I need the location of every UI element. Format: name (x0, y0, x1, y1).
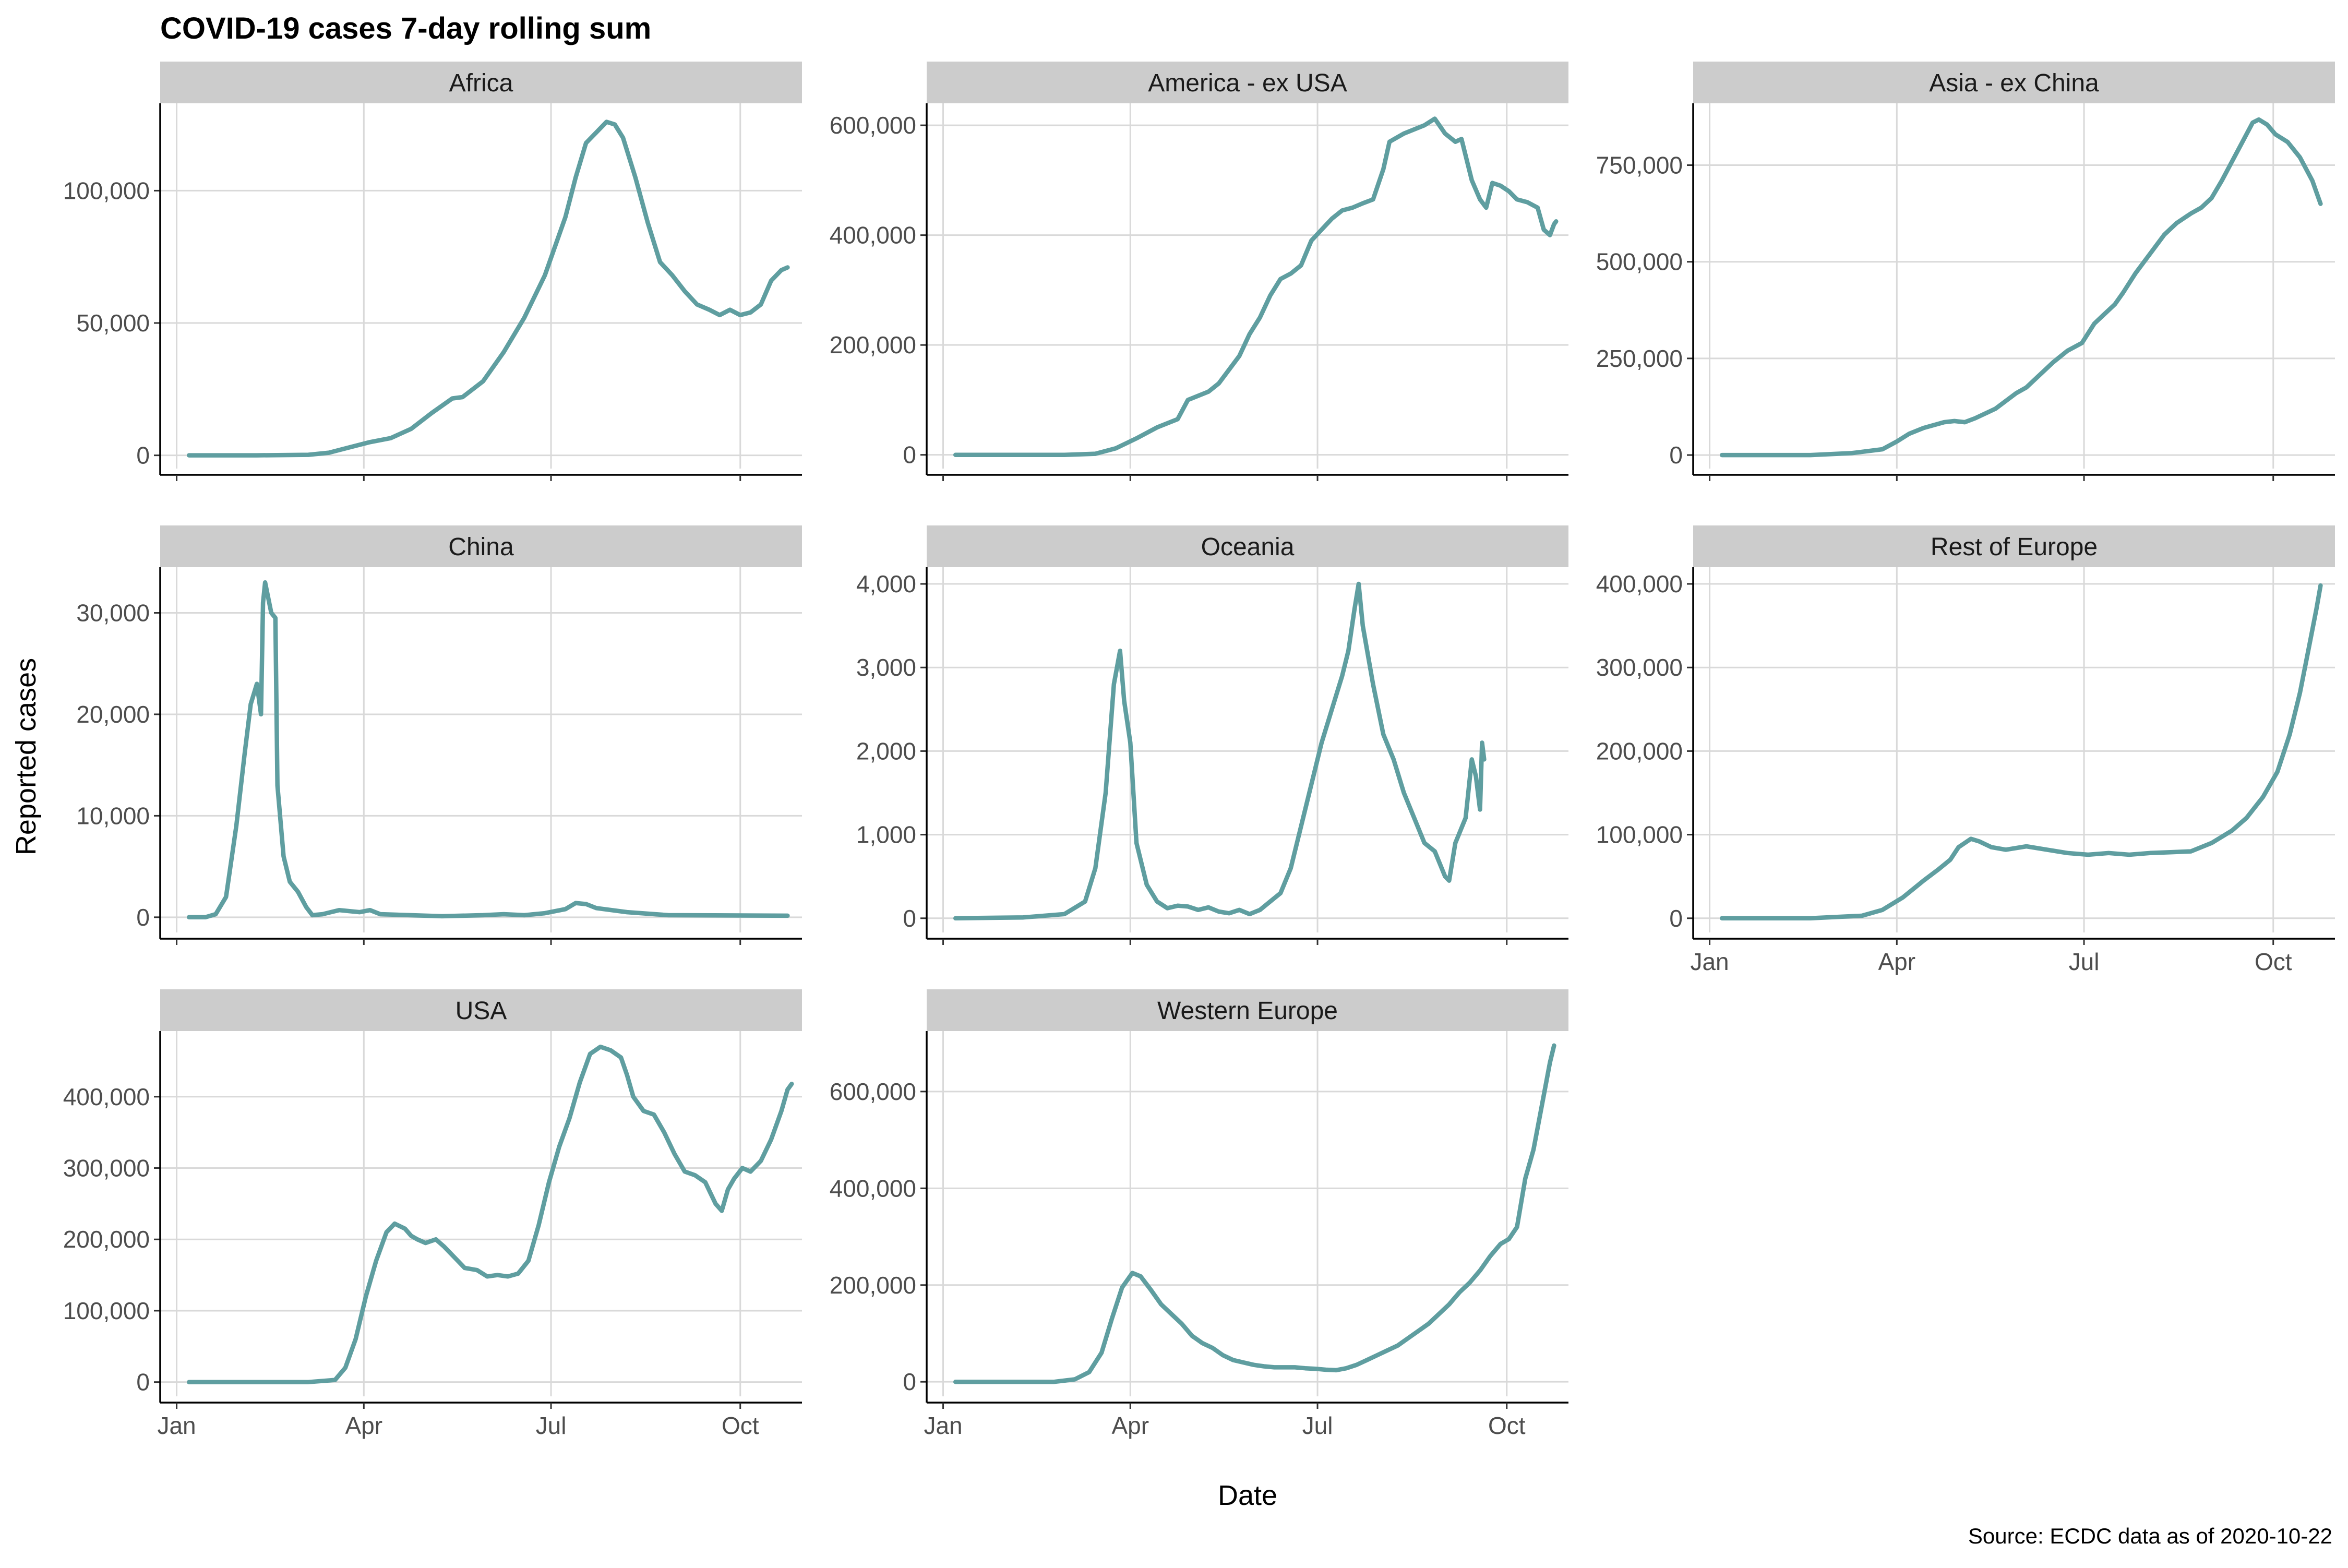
series-line-china (186, 580, 790, 920)
panel-strip-label: USA (456, 997, 507, 1025)
series-line-western-europe (953, 1043, 1556, 1384)
y-tick-label: 100,000 (63, 1297, 150, 1324)
y-tick-label: 400,000 (830, 222, 916, 249)
chart-title: COVID-19 cases 7-day rolling sum (160, 11, 651, 45)
x-tick-label: Apr (1878, 948, 1915, 975)
panel-strip-label: Oceania (1201, 533, 1295, 561)
y-tick-label: 3,000 (856, 654, 916, 681)
panel-strip (927, 62, 1568, 103)
y-tick-label: 0 (1669, 441, 1683, 469)
panel-strip (927, 525, 1568, 567)
y-tick-label: 300,000 (1596, 654, 1683, 681)
y-tick-label: 200,000 (830, 1272, 916, 1299)
panel-china: China 0 10,000 20,000 30,000 (76, 525, 802, 945)
y-tick-label: 100,000 (1596, 821, 1683, 848)
y-tick-label: 0 (903, 905, 916, 932)
y-tick-label: 400,000 (1596, 570, 1683, 597)
y-tick-label: 100,000 (63, 177, 150, 204)
y-tick-label: 250,000 (1596, 345, 1683, 372)
panel-strip (927, 989, 1568, 1031)
x-tick-label: Jan (1690, 948, 1729, 975)
y-tick-label: 10,000 (76, 802, 150, 829)
x-tick-label: Jul (2069, 948, 2100, 975)
y-tick-label: 0 (136, 1369, 150, 1396)
y-tick-label: 400,000 (63, 1083, 150, 1110)
y-tick-label: 200,000 (1596, 737, 1683, 764)
x-tick-label: Jan (157, 1412, 196, 1439)
series-line-rest-of-europe (1719, 583, 2323, 921)
panel-strip-label: Rest of Europe (1931, 533, 2098, 561)
y-tick-label: 0 (136, 904, 150, 931)
y-axis-title: Reported cases (10, 658, 42, 855)
x-tick-label: Oct (722, 1412, 759, 1439)
y-tick-label: 20,000 (76, 701, 150, 728)
x-tick-label: Jul (536, 1412, 567, 1439)
y-tick-label: 2,000 (856, 737, 916, 764)
x-axis-title: Date (1218, 1480, 1277, 1511)
y-tick-label: 600,000 (830, 112, 916, 139)
panel-rest-of-europe: Rest of Europe 0 100,000 200,000 300,000 400,… (1596, 525, 2335, 975)
panel-africa: Africa 0 50,000 100,000 (63, 62, 802, 481)
y-tick-label: 750,000 (1596, 152, 1683, 179)
y-tick-label: 300,000 (63, 1155, 150, 1182)
y-tick-label: 200,000 (63, 1226, 150, 1253)
panel-strip-label: China (448, 533, 514, 561)
y-tick-label: 500,000 (1596, 248, 1683, 276)
y-tick-label: 4,000 (856, 570, 916, 597)
x-tick-label: Jan (924, 1412, 962, 1439)
panel-strip-label: Asia - ex China (1929, 69, 2099, 97)
x-tick-label: Oct (2255, 948, 2292, 975)
y-tick-label: 600,000 (830, 1078, 916, 1105)
panel-strip (1693, 525, 2335, 567)
x-tick-label: Oct (1488, 1412, 1526, 1439)
y-tick-label: 200,000 (830, 331, 916, 358)
y-tick-label: 30,000 (76, 600, 150, 627)
panel-usa: USA 0 100,000 200,000 300,000 400,000 Jan Apr Ju… (63, 989, 802, 1439)
panel-asia-ex-china: Asia - ex China 0 250,000 500,000 750,000 (1596, 62, 2335, 481)
panel-strip (160, 989, 802, 1031)
panel-strip (160, 525, 802, 567)
panel-america-ex-usa: America - ex USA 0 200,000 400,000 600,000 (830, 62, 1568, 481)
panel-oceania: Oceania 0 1,000 2,000 3,000 4,000 (856, 525, 1568, 945)
panels-layer: Africa 0 50,000 100,000 America - ex USA 0 200… (63, 62, 2335, 1439)
series-line-asia-ex-china (1719, 117, 2323, 458)
panel-strip (160, 62, 802, 103)
y-tick-label: 0 (1669, 905, 1683, 932)
panel-strip-label: Africa (449, 69, 513, 97)
panel-strip-label: Western Europe (1157, 997, 1338, 1025)
source-caption: Source: ECDC data as of 2020-10-22 (1968, 1524, 2332, 1548)
x-tick-label: Apr (1111, 1412, 1149, 1439)
y-tick-label: 0 (903, 1368, 916, 1395)
panel-strip-label: America - ex USA (1148, 69, 1347, 97)
y-tick-label: 400,000 (830, 1175, 916, 1202)
panel-strip (1693, 62, 2335, 103)
series-line-america-ex-usa (953, 116, 1559, 457)
y-tick-label: 0 (903, 441, 916, 469)
x-tick-label: Apr (345, 1412, 382, 1439)
series-line-usa (186, 1044, 794, 1384)
series-line-oceania (953, 581, 1487, 921)
y-tick-label: 1,000 (856, 821, 916, 848)
y-tick-label: 0 (136, 442, 150, 469)
series-line-africa (186, 119, 790, 458)
x-tick-label: Jul (1302, 1412, 1333, 1439)
panel-western-europe: Western Europe 0 200,000 400,000 600,000 Jan A… (830, 989, 1568, 1439)
y-tick-label: 50,000 (76, 309, 150, 337)
